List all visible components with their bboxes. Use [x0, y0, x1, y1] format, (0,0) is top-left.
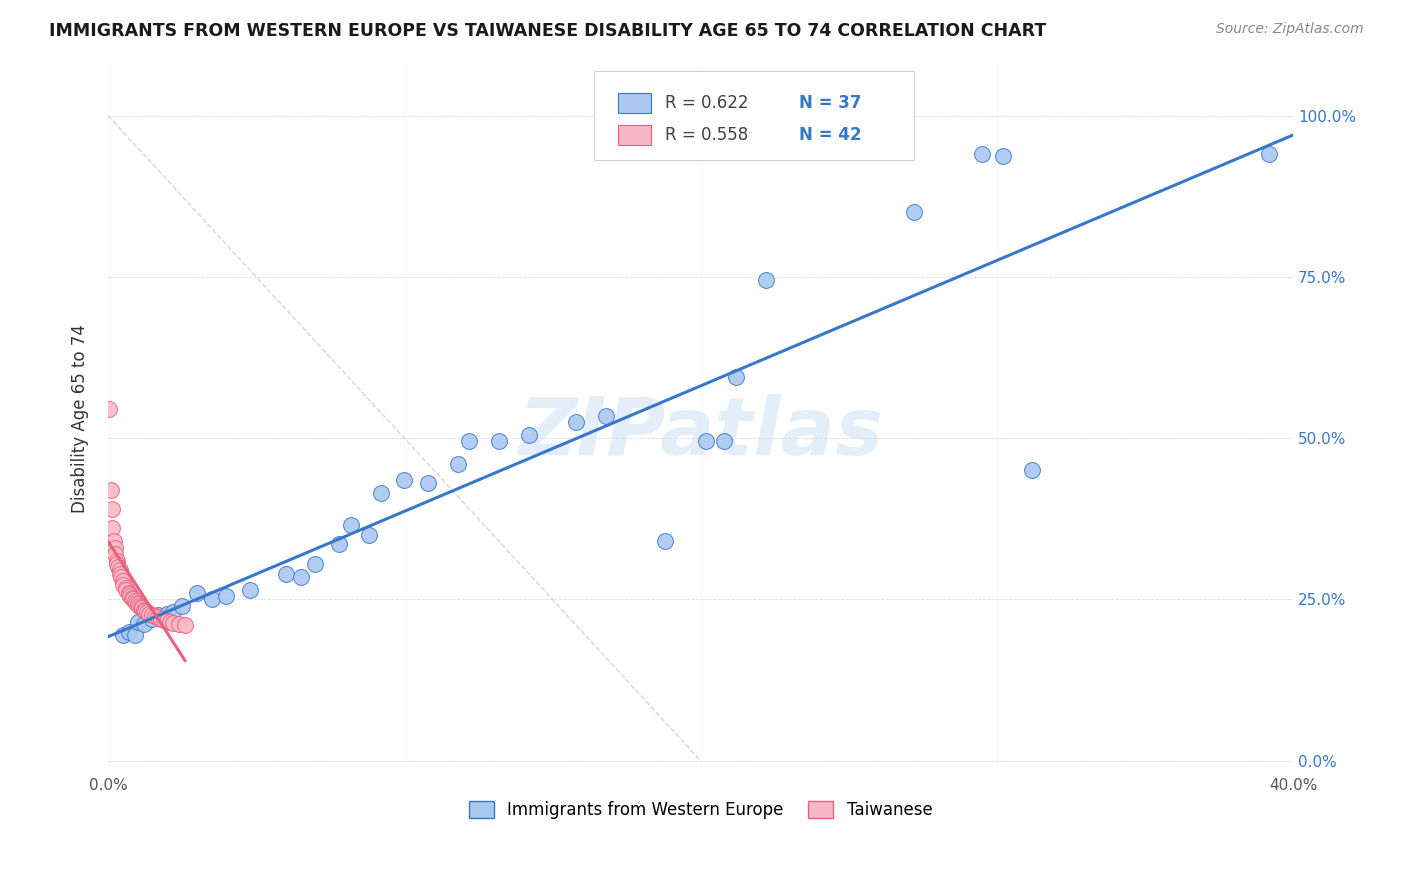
Point: [328, 537, 350, 551]
Point: [446, 457, 468, 471]
Text: N = 42: N = 42: [799, 126, 862, 144]
Point: [120, 589, 142, 603]
FancyBboxPatch shape: [593, 71, 914, 160]
Point: [141, 612, 163, 626]
Point: [724, 369, 747, 384]
Point: [118, 624, 141, 639]
Point: [105, 553, 128, 567]
Point: [145, 609, 167, 624]
Point: [124, 593, 146, 607]
Point: [458, 434, 481, 449]
Point: [186, 586, 208, 600]
Point: [101, 521, 124, 535]
Point: [201, 592, 224, 607]
Point: [107, 560, 129, 574]
Point: [488, 434, 510, 449]
Point: [110, 570, 132, 584]
Point: [103, 541, 125, 555]
Point: [595, 409, 617, 423]
Point: [517, 428, 540, 442]
Point: [148, 608, 170, 623]
Point: [121, 591, 143, 605]
Point: [416, 476, 439, 491]
Point: [103, 534, 125, 549]
Point: [565, 415, 588, 429]
Point: [127, 615, 149, 629]
Point: [112, 578, 135, 592]
Point: [107, 557, 129, 571]
Point: [135, 605, 157, 619]
Point: [129, 600, 152, 615]
Point: [654, 534, 676, 549]
Point: [162, 605, 184, 619]
Point: [111, 574, 134, 589]
Point: [215, 589, 238, 603]
Point: [991, 148, 1014, 162]
FancyBboxPatch shape: [617, 125, 651, 145]
Point: [124, 628, 146, 642]
Point: [141, 607, 163, 622]
Point: [174, 618, 197, 632]
Point: [134, 604, 156, 618]
Text: IMMIGRANTS FROM WESTERN EUROPE VS TAIWANESE DISABILITY AGE 65 TO 74 CORRELATION : IMMIGRANTS FROM WESTERN EUROPE VS TAIWAN…: [49, 22, 1046, 40]
Point: [162, 615, 184, 630]
Text: ZIPatlas: ZIPatlas: [517, 394, 883, 472]
Point: [127, 598, 149, 612]
Text: N = 37: N = 37: [799, 94, 862, 112]
Point: [970, 147, 993, 161]
Point: [1258, 147, 1281, 161]
Point: [274, 566, 297, 581]
Point: [755, 273, 778, 287]
Point: [394, 473, 416, 487]
Point: [290, 570, 312, 584]
Point: [132, 616, 155, 631]
Point: [98, 402, 121, 417]
Point: [167, 616, 190, 631]
Point: [138, 607, 160, 621]
Point: [1021, 463, 1043, 477]
Point: [156, 614, 179, 628]
Point: [156, 607, 179, 621]
Point: [118, 587, 141, 601]
Point: [170, 599, 193, 613]
Point: [150, 612, 173, 626]
Point: [111, 628, 134, 642]
Point: [713, 434, 735, 449]
Point: [100, 502, 122, 516]
Point: [128, 599, 150, 613]
Point: [100, 483, 122, 497]
Legend: Immigrants from Western Europe, Taiwanese: Immigrants from Western Europe, Taiwanes…: [463, 794, 939, 825]
Point: [340, 518, 363, 533]
Point: [118, 586, 141, 600]
Point: [122, 592, 145, 607]
Point: [125, 595, 148, 609]
Y-axis label: Disability Age 65 to 74: Disability Age 65 to 74: [72, 325, 89, 513]
Point: [131, 601, 153, 615]
Point: [695, 434, 717, 449]
Point: [304, 557, 326, 571]
Point: [132, 602, 155, 616]
FancyBboxPatch shape: [617, 93, 651, 113]
Point: [153, 613, 176, 627]
Point: [239, 582, 262, 597]
Point: [370, 486, 392, 500]
Point: [104, 547, 127, 561]
Text: Source: ZipAtlas.com: Source: ZipAtlas.com: [1216, 22, 1364, 37]
Point: [148, 610, 170, 624]
Text: R = 0.622: R = 0.622: [665, 94, 748, 112]
Point: [108, 563, 131, 577]
Point: [357, 528, 380, 542]
Point: [110, 566, 132, 581]
Text: R = 0.558: R = 0.558: [665, 126, 748, 144]
Point: [114, 581, 136, 595]
Point: [159, 615, 181, 629]
Point: [115, 582, 138, 597]
Point: [903, 205, 925, 219]
